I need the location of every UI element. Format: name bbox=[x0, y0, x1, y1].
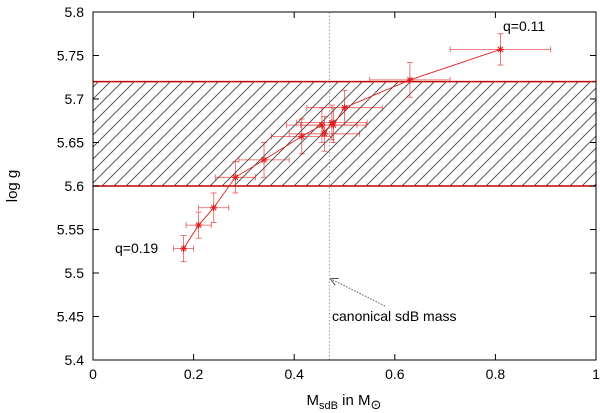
annotation-q-low: q=0.19 bbox=[115, 240, 158, 256]
y-tick-label: 5.75 bbox=[57, 48, 84, 64]
y-tick-label: 5.4 bbox=[65, 352, 85, 368]
marker bbox=[497, 46, 504, 53]
data-point bbox=[238, 142, 290, 178]
marker bbox=[407, 76, 413, 83]
y-tick-label: 5.6 bbox=[65, 178, 85, 194]
data-point bbox=[198, 192, 230, 223]
marker bbox=[195, 222, 202, 229]
data-point bbox=[449, 33, 552, 66]
x-tick-label: 0.6 bbox=[385, 366, 405, 382]
x-tick-label: 0.2 bbox=[184, 366, 204, 382]
y-tick-label: 5.45 bbox=[57, 309, 84, 325]
data-point bbox=[185, 211, 212, 239]
data-point bbox=[173, 235, 195, 263]
annotation-q-high: q=0.11 bbox=[503, 18, 545, 34]
x-tick-label: 0 bbox=[89, 366, 97, 382]
data-point bbox=[369, 62, 451, 98]
x-tick-label: 0.8 bbox=[486, 366, 506, 382]
marker bbox=[180, 245, 187, 252]
y-tick-label: 5.8 bbox=[65, 4, 85, 20]
marker bbox=[232, 174, 239, 181]
marker bbox=[321, 130, 328, 137]
marker bbox=[341, 104, 348, 111]
marker bbox=[298, 133, 305, 140]
annotation-canonical-arrow bbox=[331, 279, 386, 307]
y-tick-label: 5.5 bbox=[65, 265, 85, 281]
x-tick-label: 1 bbox=[592, 366, 600, 382]
y-tick-label: 5.65 bbox=[57, 135, 84, 151]
marker bbox=[261, 157, 267, 163]
marker bbox=[210, 204, 217, 211]
data-point bbox=[214, 161, 256, 194]
data-point bbox=[306, 89, 383, 126]
y-axis-label: log g bbox=[4, 170, 21, 203]
x-tick-label: 0.4 bbox=[284, 366, 304, 382]
y-tick-label: 5.55 bbox=[57, 222, 84, 238]
annotation-canonical: canonical sdB mass bbox=[332, 308, 457, 324]
ticks: 0 0.2 0.4 0.6 0.8 1 5.4 5.45 5.5 5.55 5.6 5.65 5.7 5.… bbox=[57, 4, 600, 382]
marker bbox=[330, 122, 337, 128]
x-axis-label: MsdB in M⊙ bbox=[307, 392, 382, 412]
y-tick-label: 5.7 bbox=[65, 91, 85, 107]
data-series bbox=[173, 33, 552, 263]
